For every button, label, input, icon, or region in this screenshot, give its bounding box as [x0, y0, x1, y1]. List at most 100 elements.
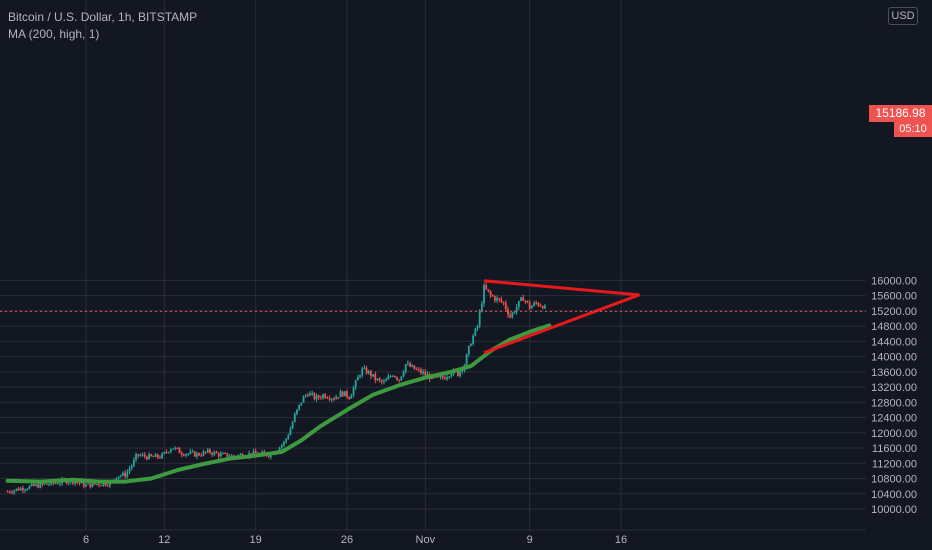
price-axis[interactable]: 10000.00 10400.00 10800.00 11200.00 11600.00… [871, 275, 917, 516]
candle-body [511, 312, 514, 318]
chart-legend: Bitcoin / U.S. Dollar, 1h, BITSTAMP MA (… [8, 9, 197, 43]
candle-body [287, 435, 290, 439]
candle-body [507, 309, 509, 315]
symbol-title[interactable]: Bitcoin / U.S. Dollar, 1h, BITSTAMP [8, 10, 198, 24]
candle-body [100, 485, 103, 487]
candle-body [513, 312, 516, 314]
candle-body [122, 472, 124, 476]
candle-body [17, 488, 20, 491]
candle-body [306, 395, 309, 397]
candle-body [407, 363, 409, 365]
time-axis[interactable]: 6 12 19 26 Nov 9 16 [83, 534, 627, 546]
candle-body [182, 454, 185, 456]
candle-body [261, 451, 264, 454]
candle-body [167, 451, 170, 453]
candle-body [415, 369, 418, 371]
candle-body [102, 482, 105, 486]
candle-body [202, 451, 205, 456]
candle-body [130, 465, 133, 469]
currency-button[interactable]: USD [888, 7, 918, 25]
candle-body [185, 454, 187, 456]
candle-body [291, 422, 294, 429]
candle-body [361, 368, 364, 376]
candle-body [367, 370, 370, 374]
candle-body [426, 374, 429, 376]
candle-body [309, 393, 311, 396]
candle-body [22, 488, 24, 491]
candle-body [448, 376, 451, 378]
candle-body [293, 413, 296, 423]
candle-body [378, 378, 381, 381]
candle-body [461, 370, 464, 372]
candle-body [315, 395, 318, 400]
candle-body [402, 371, 405, 377]
candle-body [439, 376, 442, 378]
candle-body [189, 451, 192, 454]
candle-body [435, 376, 438, 378]
candle-body [206, 449, 209, 453]
candle-body [337, 397, 340, 399]
candle-body [356, 377, 359, 381]
triangle-pattern-drawing[interactable] [483, 279, 640, 355]
candle-body [446, 377, 448, 380]
candle-body [413, 365, 416, 370]
price-axis-label: 13600.00 [871, 367, 917, 379]
candle-body [172, 448, 174, 450]
candle-body [132, 459, 135, 466]
candle-body [74, 482, 77, 484]
candle-body [400, 376, 403, 381]
candle-body [311, 393, 314, 395]
candle-body [524, 300, 527, 302]
candle-body [441, 376, 444, 378]
candle-body [387, 376, 390, 380]
candle-body [154, 454, 157, 457]
candle-body [398, 379, 401, 381]
candle-body [389, 376, 392, 378]
candle-body [89, 483, 92, 488]
candle-body [41, 483, 44, 485]
candle-body [487, 289, 490, 292]
candle-body [91, 482, 94, 488]
candle-body [520, 297, 522, 301]
price-axis-label: 14000.00 [871, 352, 917, 364]
candle-body [254, 451, 257, 454]
candle-body [19, 488, 22, 491]
candle-body [150, 454, 153, 457]
candle-body [326, 397, 329, 399]
candle-body [126, 471, 129, 477]
time-axis-label: Nov [416, 534, 436, 546]
candle-body [30, 483, 33, 486]
candle-body [224, 453, 227, 455]
candle-body [363, 367, 366, 369]
candle-body [222, 453, 224, 455]
candle-body [544, 305, 546, 309]
candle-body [165, 451, 168, 453]
candle-body [515, 307, 518, 313]
price-axis-label: 13200.00 [871, 382, 917, 394]
indicator-label[interactable]: MA (200, high, 1) [8, 27, 100, 41]
candle-body [109, 481, 111, 486]
candle-body [76, 482, 79, 484]
candle-body [359, 375, 361, 378]
candle-body [98, 484, 100, 486]
candle-body [230, 455, 233, 457]
candle-body [67, 481, 70, 484]
candle-body [213, 451, 216, 455]
candle-body [539, 305, 542, 307]
price-axis-label: 12000.00 [871, 428, 917, 440]
bar-countdown-tag: 05:10 [894, 122, 932, 137]
time-axis-label: 9 [527, 534, 533, 546]
candle-body [233, 455, 235, 457]
candle-body [80, 481, 83, 484]
candle-body [161, 453, 164, 459]
candle-body [239, 454, 242, 456]
candle-body [391, 375, 394, 377]
candle-body [115, 477, 118, 480]
candle-body [6, 491, 9, 493]
candle-body [489, 291, 492, 296]
candle-body [411, 365, 414, 367]
price-axis-label: 14400.00 [871, 336, 917, 348]
candle-body [78, 482, 81, 484]
candle-body [163, 451, 166, 454]
